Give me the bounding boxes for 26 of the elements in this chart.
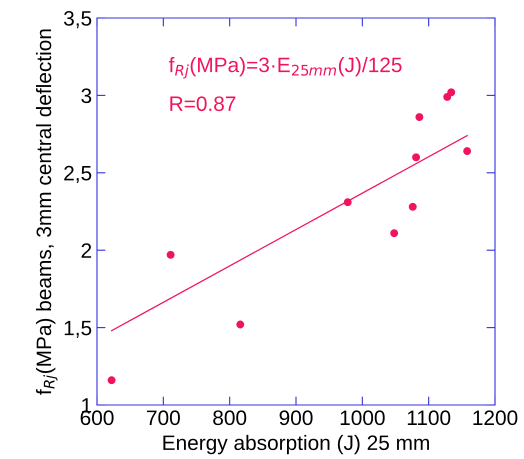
y-tick-label: 2,5 — [64, 166, 92, 184]
annotation: f$_{Rj}$(MPa)=3·E$_{25mm}$(J)/125 — [168, 56, 402, 79]
point — [463, 147, 472, 156]
point — [344, 198, 352, 206]
x-tick-label: 1100 — [408, 410, 450, 426]
x-tick-label: 600 — [80, 410, 114, 426]
annotation: R=0.87 — [170, 96, 236, 112]
x-tick-label: 700 — [147, 410, 180, 426]
point — [108, 376, 116, 384]
point — [412, 153, 420, 162]
y-tick-label: 3,5 — [64, 11, 92, 28]
point — [236, 320, 244, 328]
point — [415, 113, 424, 122]
y-tick-label: 1,5 — [64, 320, 92, 338]
point — [166, 250, 175, 259]
y-axis-title: f$_{Rj}$(MPa) beams, 3mm central deflection — [36, 29, 58, 395]
x-axis-title: Energy absorption (J) 25 mm — [163, 434, 429, 454]
point — [390, 229, 398, 238]
x-tick-label: 1000 — [340, 410, 385, 426]
point — [408, 202, 417, 211]
x-tick-label: 800 — [213, 410, 246, 426]
point — [447, 88, 456, 96]
x-tick-label: 900 — [280, 410, 313, 426]
y-tick-label: 2 — [82, 243, 92, 258]
x-tick-label: 1200 — [473, 410, 518, 426]
y-tick-label: 3 — [81, 88, 92, 104]
